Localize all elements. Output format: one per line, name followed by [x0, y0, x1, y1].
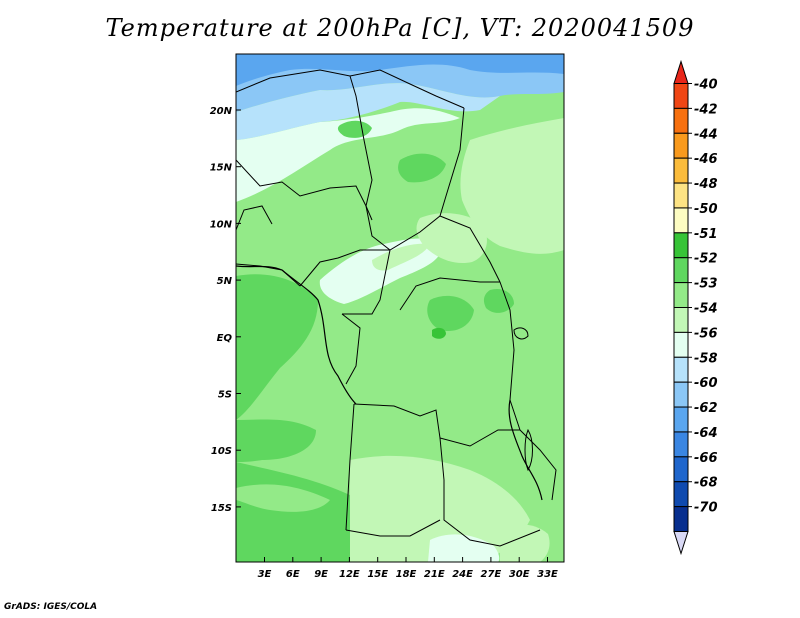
- lon-tick-label: 12E: [339, 569, 360, 580]
- colorbar-label: -64: [694, 426, 718, 441]
- colorbar-label: -44: [694, 127, 718, 142]
- lon-tick-label: 33E: [537, 569, 558, 580]
- map-frame: [235, 53, 565, 563]
- colorbar-label: -70: [694, 501, 718, 516]
- colorbar-segment: [673, 182, 689, 209]
- colorbar-segment: [673, 282, 689, 309]
- colorbar-label: -42: [694, 102, 718, 117]
- colorbar-segment: [673, 506, 689, 533]
- colorbar-segment: [673, 481, 689, 508]
- lat-tick-label: 5S: [218, 390, 232, 401]
- lat-tick-label: 20N: [210, 106, 233, 117]
- latitude-axis: 20N 15N 10N 5N EQ 5S 10S 15S: [210, 106, 241, 514]
- lon-tick-label: 6E: [286, 569, 300, 580]
- colorbar-segment: [673, 257, 689, 284]
- lat-tick-label: 10N: [210, 219, 233, 230]
- lat-tick-label: 15S: [211, 503, 232, 514]
- lat-tick-label: 15N: [210, 163, 233, 174]
- colorbar-label: -58: [694, 351, 718, 366]
- lon-tick-label: 24E: [452, 569, 473, 580]
- colorbar-segment: [673, 381, 689, 408]
- colorbar-segment: [673, 157, 689, 184]
- colorbar-under-arrow: [673, 531, 689, 556]
- colorbar-segment: [673, 207, 689, 234]
- lat-tick-label: 10S: [211, 446, 232, 457]
- temperature-field: [236, 54, 564, 562]
- colorbar-label: -62: [694, 401, 718, 416]
- colorbar-label: -48: [694, 177, 718, 192]
- colorbar-label: -60: [694, 376, 718, 391]
- colorbar-segment: [673, 307, 689, 333]
- colorbar-label: -68: [694, 476, 718, 491]
- colorbar-segment: [673, 83, 689, 109]
- colorbar-label: -54: [694, 302, 718, 317]
- lat-tick-label: EQ: [217, 333, 233, 344]
- colorbar-label: -51: [694, 227, 718, 242]
- lon-tick-label: 9E: [314, 569, 328, 580]
- colorbar-label: -40: [694, 78, 718, 93]
- colorbar-segment: [673, 232, 689, 259]
- colorbar-label: -50: [694, 202, 718, 217]
- credit-label: GrADS: IGES/COLA: [4, 602, 98, 612]
- colorbar-segment: [673, 356, 689, 383]
- colorbar-segment: [673, 132, 689, 159]
- lon-tick-label: 18E: [396, 569, 417, 580]
- colorbar-segment: [673, 406, 689, 433]
- chart-title: Temperature at 200hPa [C], VT: 202004150…: [105, 14, 695, 42]
- colorbar-segment: [673, 431, 689, 458]
- colorbar: -40 -42 -44 -46 -48 -50 -51 -52 -53 -54 -56 -58 -60 -…: [673, 59, 718, 556]
- lon-tick-label: 15E: [367, 569, 388, 580]
- colorbar-label: -53: [694, 277, 718, 292]
- lon-tick-label: 27E: [481, 569, 502, 580]
- colorbar-segment: [673, 107, 689, 134]
- colorbar-label: -52: [694, 252, 718, 267]
- longitude-axis: 3E 6E 9E 12E 15E 18E 21E 24E 27E 30E 33E: [258, 557, 558, 580]
- colorbar-label: -46: [694, 152, 718, 167]
- colorbar-label: -66: [694, 451, 718, 466]
- colorbar-segment: [673, 456, 689, 483]
- colorbar-label: -56: [694, 326, 718, 341]
- lon-tick-label: 21E: [424, 569, 445, 580]
- colorbar-over-arrow: [673, 59, 689, 84]
- lon-tick-label: 30E: [509, 569, 530, 580]
- colorbar-segment: [673, 331, 689, 358]
- lon-tick-label: 3E: [258, 569, 272, 580]
- lat-tick-label: 5N: [217, 276, 233, 287]
